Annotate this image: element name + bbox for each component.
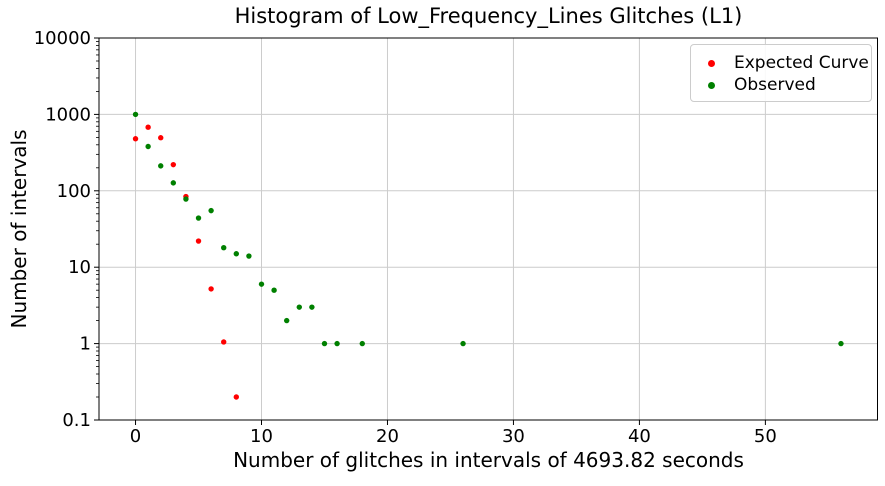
y-tick-label: 1 — [80, 334, 91, 355]
legend-label-expected-curve: Expected Curve — [734, 52, 869, 73]
scatter-point-observed — [158, 163, 164, 169]
legend-item-expected-curve: Expected Curve — [691, 52, 871, 74]
x-tick-label: 50 — [754, 426, 777, 447]
y-tick-label: 0.1 — [62, 410, 91, 431]
scatter-point-observed — [233, 251, 240, 257]
legend-item-observed: Observed — [691, 74, 871, 96]
y-tick-label: 1000 — [45, 104, 91, 125]
y-tick-label: 100 — [57, 181, 91, 202]
scatter-point-observed — [838, 340, 844, 347]
scatter-point-observed — [208, 207, 214, 214]
scatter-point-observed — [460, 340, 466, 347]
scatter-point-expected-curve — [208, 286, 214, 292]
scatter-point-observed — [195, 215, 202, 221]
x-tick-label: 0 — [130, 426, 141, 447]
plot-frame — [98, 37, 878, 421]
legend-marker-observed-icon — [708, 81, 715, 89]
scatter-point-observed — [132, 111, 139, 118]
scatter-point-observed — [183, 196, 189, 202]
scatter-point-expected-curve — [158, 135, 164, 141]
legend-marker-expected-icon — [708, 59, 715, 67]
y-tick-label: 10 — [68, 257, 91, 278]
x-tick-label: 20 — [376, 426, 399, 447]
scatter-point-observed — [334, 340, 340, 347]
scatter-point-observed — [309, 304, 315, 310]
x-tick-label: 40 — [628, 426, 651, 447]
x-tick-label: 30 — [502, 426, 525, 447]
scatter-point-observed — [246, 253, 252, 259]
scatter-point-expected-curve — [195, 238, 202, 244]
scatter-point-expected-curve — [132, 136, 139, 142]
scatter-point-observed — [170, 180, 177, 186]
scatter-point-observed — [283, 317, 290, 324]
scatter-point-observed — [359, 340, 365, 347]
scatter-point-observed — [258, 281, 265, 287]
scatter-point-observed — [145, 143, 151, 150]
scatter-point-observed — [271, 287, 277, 293]
scatter-point-observed — [296, 304, 302, 310]
scatter-point-expected-curve — [233, 394, 240, 400]
x-tick-label: 10 — [250, 426, 273, 447]
legend: Expected Curve Observed — [690, 44, 872, 102]
y-tick-label: 10000 — [34, 28, 91, 49]
legend-label-observed: Observed — [734, 74, 816, 95]
scatter-point-expected-curve — [221, 339, 227, 345]
scatter-point-observed — [321, 340, 328, 347]
scatter-point-expected-curve — [170, 161, 177, 168]
chart-title: Histogram of Low_Frequency_Lines Glitche… — [234, 4, 743, 28]
scatter-point-observed — [221, 244, 227, 251]
x-axis-label: Number of glitches in intervals of 4693.… — [233, 448, 744, 472]
scatter-point-expected-curve — [145, 124, 151, 130]
